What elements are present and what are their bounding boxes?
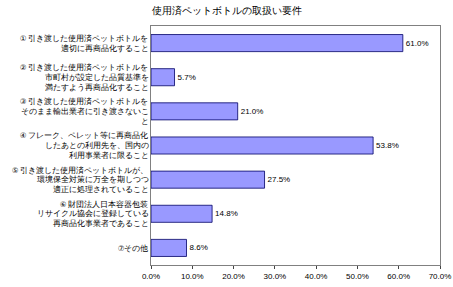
- svg-text:60.0%: 60.0%: [387, 272, 410, 281]
- svg-text:使用済ペットボトルの取扱い要件: 使用済ペットボトルの取扱い要件: [152, 5, 302, 16]
- svg-text:① 引き渡した使用済ペットボトルを適切に再商品化すること: ① 引き渡した使用済ペットボトルを適切に再商品化すること: [20, 34, 149, 53]
- svg-text:③ 引き渡した使用済ペットボトルをそのまま輸出業者に引き渡さ: ③ 引き渡した使用済ペットボトルをそのまま輸出業者に引き渡さないこと: [20, 97, 149, 126]
- svg-text:30.0%: 30.0%: [264, 272, 287, 281]
- svg-text:53.8%: 53.8%: [376, 141, 399, 150]
- svg-text:21.0%: 21.0%: [241, 107, 264, 116]
- svg-text:14.8%: 14.8%: [215, 209, 238, 218]
- svg-text:8.6%: 8.6%: [190, 243, 208, 252]
- svg-text:⑤ 引き渡した使用済ペットボトルが、環境保全対策に万全を期し: ⑤ 引き渡した使用済ペットボトルが、環境保全対策に万全を期しつつ適正に処理されて…: [12, 166, 149, 195]
- svg-text:61.0%: 61.0%: [406, 39, 429, 48]
- svg-text:50.0%: 50.0%: [346, 272, 369, 281]
- svg-text:④ フレーク、ペレット等に再商品化したあとの利用先を、国内の: ④ フレーク、ペレット等に再商品化したあとの利用先を、国内の利用事業者に限ること: [20, 131, 149, 160]
- svg-text:⑦その他: ⑦その他: [118, 244, 149, 253]
- svg-text:40.0%: 40.0%: [305, 272, 328, 281]
- svg-text:70.0%: 70.0%: [429, 272, 452, 281]
- svg-text:② 引き渡した使用済ペットボトルを市町村が設定した品質基準を: ② 引き渡した使用済ペットボトルを市町村が設定した品質基準を満たすよう再商品化す…: [20, 63, 149, 92]
- svg-text:27.5%: 27.5%: [268, 175, 291, 184]
- svg-text:10.0%: 10.0%: [181, 272, 204, 281]
- svg-text:⑥ 財団法人日本容器包装リサイクル協会に登録している再商品化: ⑥ 財団法人日本容器包装リサイクル協会に登録している再商品化事業者であること: [37, 200, 149, 229]
- svg-text:5.7%: 5.7%: [178, 73, 196, 82]
- svg-text:20.0%: 20.0%: [222, 272, 245, 281]
- svg-text:0.0%: 0.0%: [142, 272, 160, 281]
